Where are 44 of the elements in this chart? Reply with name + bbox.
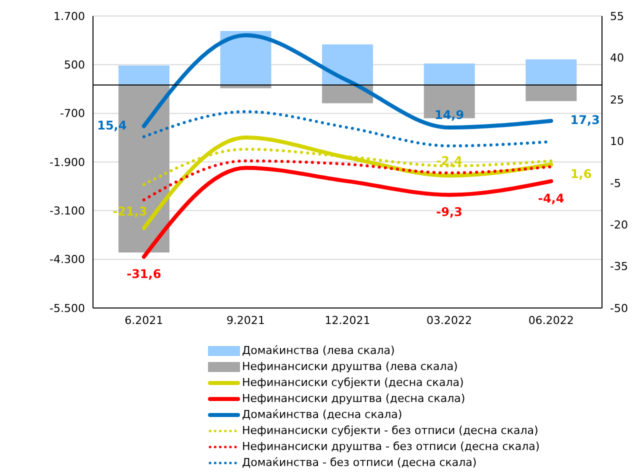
y-tick-label: -4.300 [50, 253, 85, 266]
bar [220, 31, 272, 85]
legend-label: Нефинансиски друштва (лева скала) [242, 359, 458, 375]
y2-tick-label: -20 [610, 218, 628, 232]
y2-tick-label: 40 [610, 52, 624, 65]
y2-tick-label: 10 [610, 135, 624, 148]
data-label: -31,6 [126, 267, 162, 282]
data-label: 15,4 [97, 118, 127, 132]
data-label: -21,3 [112, 204, 148, 218]
legend-label: Нефинансиски субјекти (десна скала) [242, 375, 464, 391]
x-tick-label: 06.2022 [528, 314, 574, 327]
legend-label: Домаќинства (лева скала) [242, 343, 395, 359]
legend-label: Домаќинства - без отписи (десна скала) [242, 455, 477, 471]
y2-tick-label: -35 [610, 260, 628, 274]
legend-label: Домаќинства (десна скала) [242, 407, 402, 423]
bar [526, 84, 577, 102]
data-label: 14,9 [434, 108, 464, 122]
data-label: -2,4 [436, 154, 462, 168]
x-tick-label: 6.2021 [124, 314, 164, 327]
line-series [142, 33, 554, 130]
bar [424, 63, 475, 85]
x-tick-label: 12.2021 [324, 314, 370, 327]
y-tick-label: -1.900 [50, 156, 85, 169]
bar [526, 59, 577, 85]
data-label: -4,4 [538, 191, 564, 206]
data-label: -9,3 [436, 205, 462, 220]
data-label: 1,6 [570, 166, 592, 181]
y-tick-label: -700 [60, 107, 85, 120]
y2-tick-label: -50 [610, 302, 628, 315]
bar [118, 65, 170, 85]
legend-label: Нефинансиски друштва - без отписи (десна скала) [242, 439, 540, 455]
y-tick-label: -5.500 [50, 302, 85, 315]
legend-label: Нефинансиски друштва (десна скала) [242, 391, 466, 407]
data-label: 17,3 [570, 113, 600, 128]
y2-tick-label: 25 [610, 93, 624, 106]
x-tick-label: 9.2021 [226, 314, 265, 327]
legend-label: Нефинансиски субјекти - без отписи (десна скала) [242, 423, 538, 439]
y-tick-label: 500 [64, 58, 85, 72]
y2-tick-label: -5 [610, 176, 621, 190]
x-tick-label: 03.2022 [426, 314, 472, 327]
bar [322, 44, 374, 85]
y-tick-label: -3.100 [50, 204, 85, 218]
y-tick-label: 1.700 [54, 10, 85, 23]
y2-tick-label: 55 [610, 10, 624, 23]
